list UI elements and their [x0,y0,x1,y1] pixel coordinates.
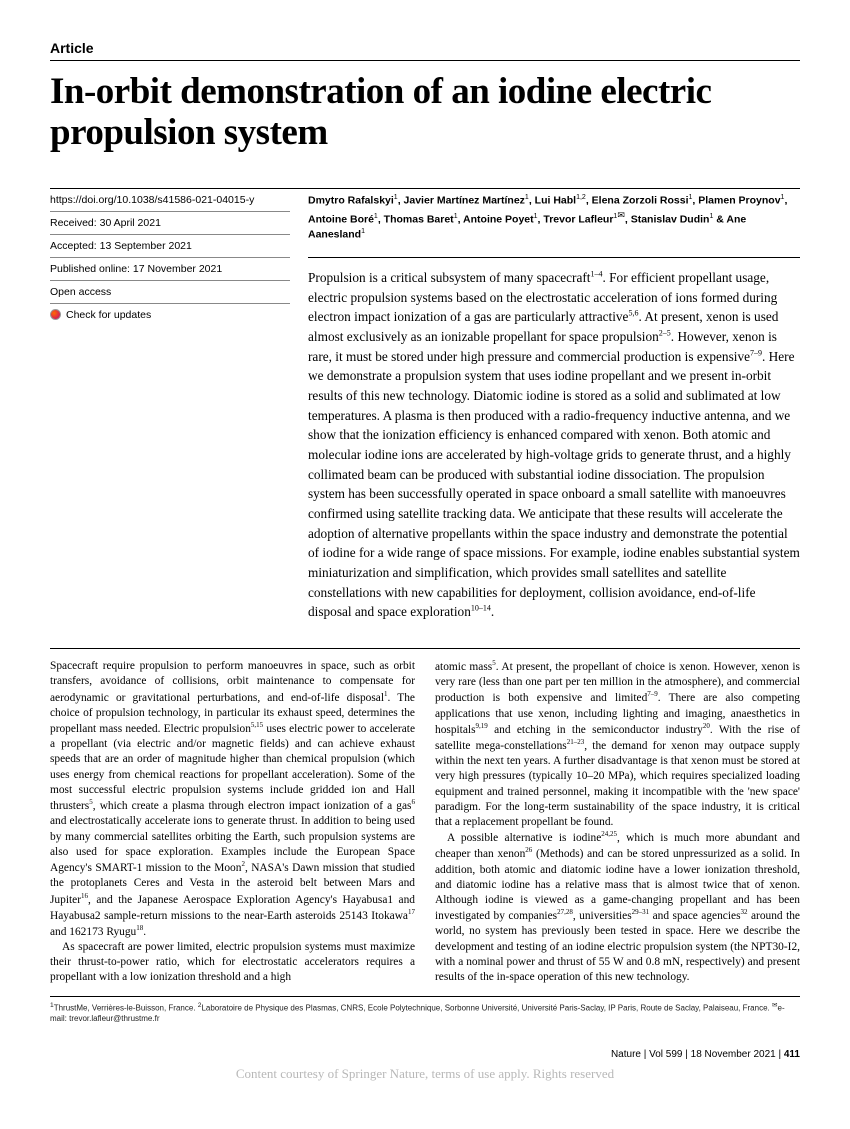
authors-abstract-column: Dmytro Rafalskyi1, Javier Martínez Martí… [308,189,800,622]
received-date: Received: 30 April 2021 [50,212,290,235]
body-column-left: Spacecraft require propulsion to perform… [50,659,415,985]
body-text: Spacecraft require propulsion to perform… [50,648,800,985]
published-date: Published online: 17 November 2021 [50,258,290,281]
courtesy-line: Content courtesy of Springer Nature, ter… [50,1066,800,1082]
article-type-label: Article [50,40,800,60]
accepted-date: Accepted: 13 September 2021 [50,235,290,258]
body-paragraph: As spacecraft are power limited, electri… [50,940,415,986]
check-updates-label: Check for updates [66,309,151,321]
author-list: Dmytro Rafalskyi1, Javier Martínez Martí… [308,193,800,243]
page-number: 411 [784,1049,800,1060]
abstract-text: Propulsion is a critical subsystem of ma… [308,257,800,622]
body-paragraph: atomic mass5. At present, the propellant… [435,659,800,830]
body-column-right: atomic mass5. At present, the propellant… [435,659,800,985]
title-rule [50,60,800,61]
page-footer: Nature | Vol 599 | 18 November 2021 | 41… [50,1049,800,1060]
open-access-label: Open access [50,281,290,304]
affiliations: 1ThrustMe, Verrières-le-Buisson, France.… [50,996,800,1025]
doi-link[interactable]: https://doi.org/10.1038/s41586-021-04015… [50,189,290,212]
journal-citation: Nature | Vol 599 | 18 November 2021 | [611,1049,784,1060]
article-title: In-orbit demonstration of an iodine elec… [50,71,800,154]
body-paragraph: Spacecraft require propulsion to perform… [50,659,415,940]
meta-authors-row: https://doi.org/10.1038/s41586-021-04015… [50,188,800,622]
body-paragraph: A possible alternative is iodine24,25, w… [435,830,800,985]
metadata-column: https://doi.org/10.1038/s41586-021-04015… [50,189,290,622]
update-icon [50,309,61,320]
check-updates-button[interactable]: Check for updates [50,304,290,326]
